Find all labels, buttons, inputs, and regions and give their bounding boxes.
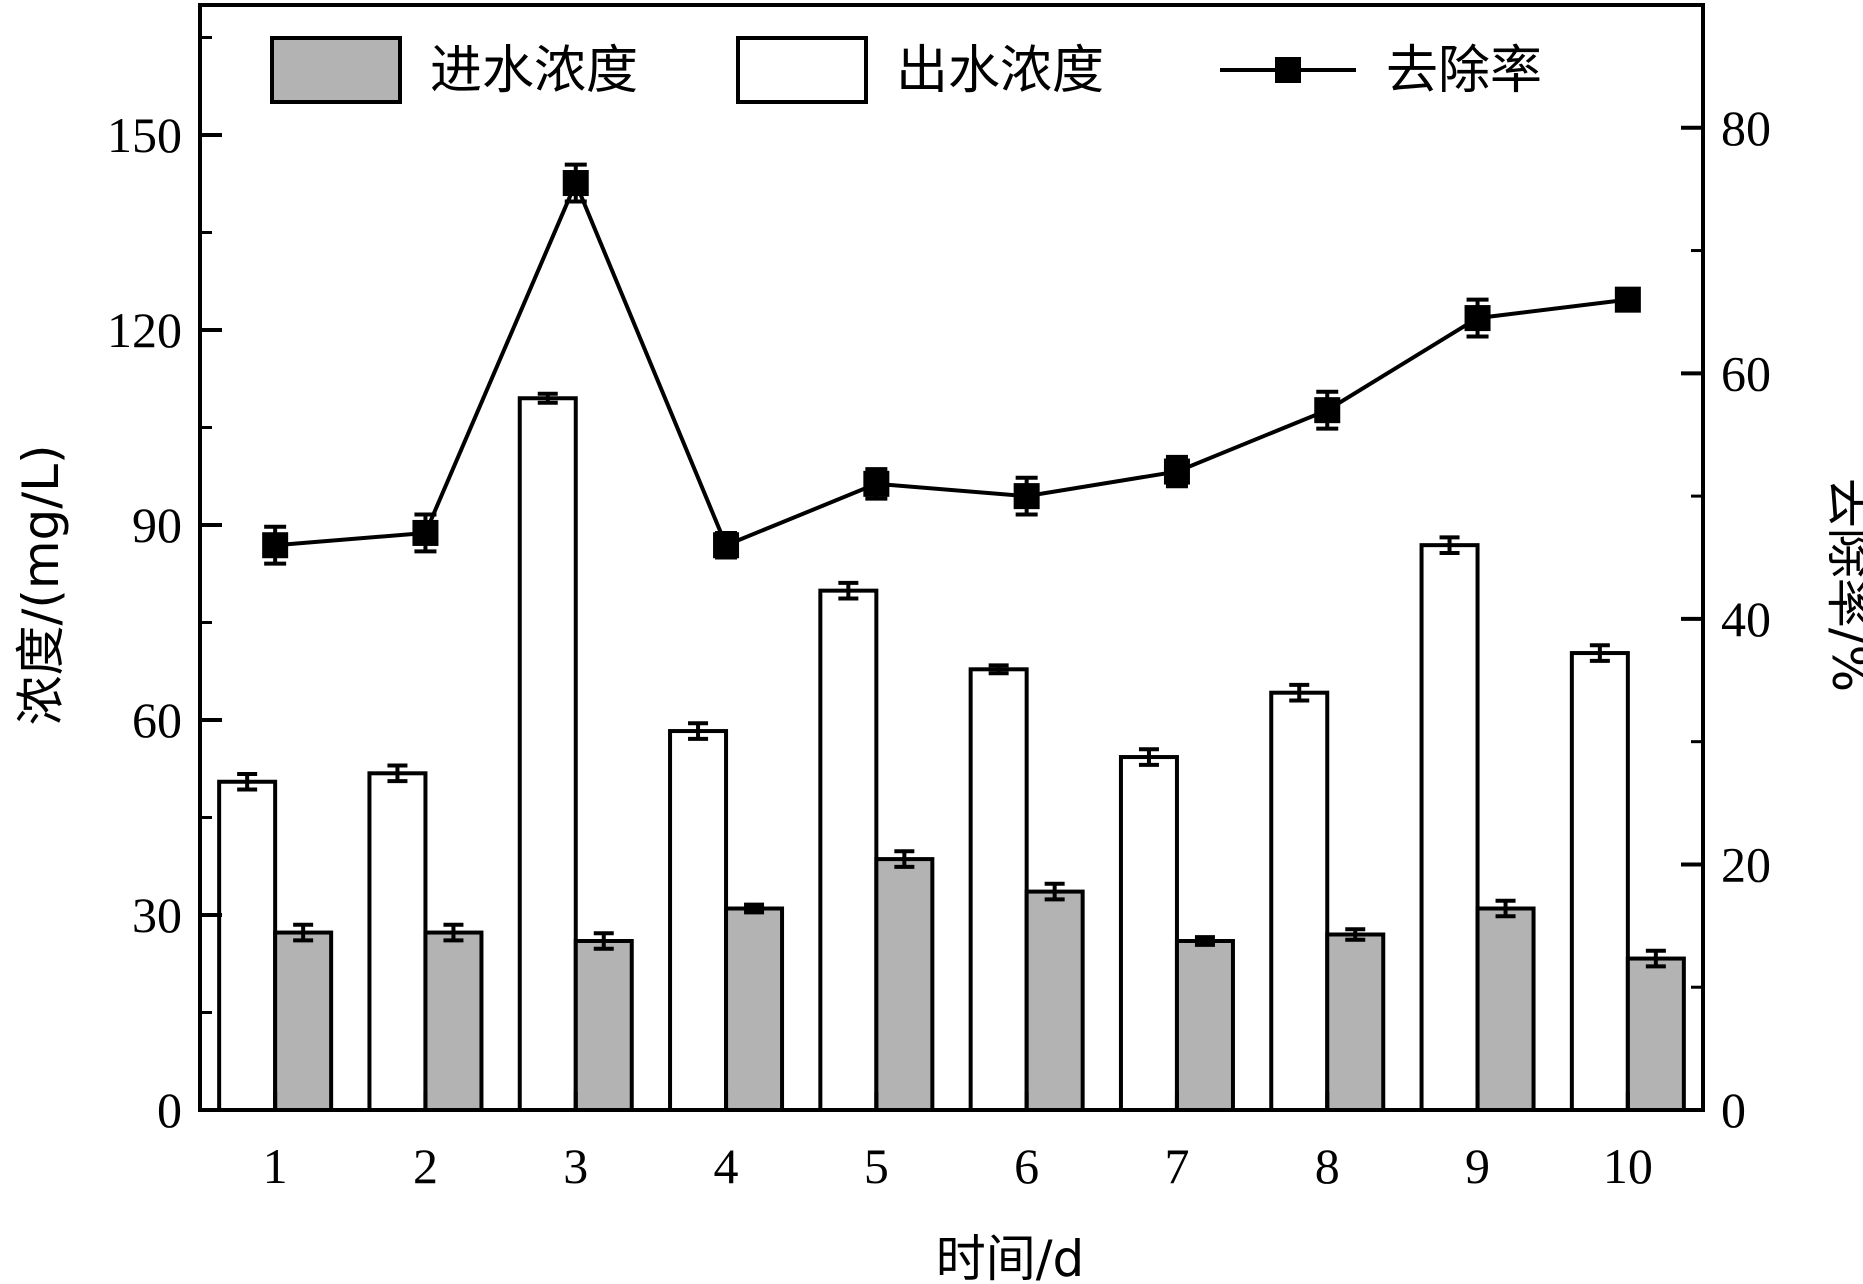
outflow-bar-1	[217, 779, 278, 1112]
removal-rate-point-2	[412, 519, 439, 546]
x-tick-label-7: 7	[1164, 1138, 1189, 1194]
outflow-error-bar-10	[1589, 643, 1610, 663]
outflow-bar-5	[818, 588, 879, 1112]
line-layer	[262, 162, 1641, 566]
outflow-bar-7	[1118, 755, 1179, 1112]
legend-label-outflow: 出水浓度	[896, 41, 1104, 101]
removal-rate-point-3	[562, 170, 589, 197]
outflow-bar-4	[668, 729, 729, 1112]
outflow-error-bar-7	[1138, 747, 1159, 767]
inflow-error-bar-3	[593, 931, 614, 951]
x-axis-title: 时间/d	[936, 1230, 1085, 1284]
legend-label-removal-rate: 去除率	[1386, 41, 1542, 101]
x-tick-label-9: 9	[1465, 1138, 1490, 1194]
outflow-bar-10	[1569, 651, 1630, 1112]
inflow-error-bar-7	[1194, 935, 1215, 947]
x-tick-label-4: 4	[714, 1138, 739, 1194]
x-tick-label-8: 8	[1315, 1138, 1340, 1194]
outflow-bar-6	[968, 667, 1029, 1112]
outflow-error-bar-1	[237, 771, 258, 792]
removal-rate-point-6	[1013, 483, 1040, 510]
inflow-bar-4	[724, 906, 785, 1112]
legend-swatch-inflow	[270, 36, 402, 104]
removal-rate-point-7	[1163, 458, 1190, 485]
y2-tick-label-80: 80	[1721, 100, 1771, 156]
y2-tick-label-20: 20	[1721, 836, 1771, 892]
removal-rate-point-8	[1314, 397, 1341, 424]
y-axis-title: 浓度/(mg/L)	[12, 444, 70, 725]
removal-rate-line	[274, 177, 1629, 548]
inflow-bar-7	[1174, 939, 1235, 1112]
removal-rate-point-5	[863, 470, 890, 497]
inflow-bar-6	[1024, 889, 1085, 1112]
x-tick-label-2: 2	[413, 1138, 438, 1194]
bars-layer	[217, 391, 1686, 1112]
y2-tick-label-0: 0	[1721, 1082, 1746, 1138]
inflow-bar-3	[573, 939, 634, 1112]
outflow-error-bar-9	[1439, 535, 1460, 555]
inflow-bar-1	[273, 930, 334, 1112]
outflow-bar-2	[367, 771, 428, 1112]
outflow-bar-8	[1269, 690, 1330, 1112]
x-tick-label-5: 5	[864, 1138, 889, 1194]
y-tick-label-0: 0	[157, 1082, 182, 1138]
inflow-error-bar-1	[293, 922, 314, 943]
outflow-bar-9	[1419, 543, 1480, 1112]
inflow-bar-2	[423, 930, 484, 1112]
inflow-error-bar-6	[1044, 881, 1065, 902]
outflow-error-bar-3	[537, 391, 558, 405]
outflow-error-bar-4	[688, 721, 709, 741]
outflow-error-bar-5	[838, 580, 859, 601]
y-tick-label-150: 150	[107, 107, 182, 163]
inflow-bar-9	[1475, 906, 1536, 1112]
removal-rate-point-4	[713, 532, 740, 559]
x-tick-label-10: 10	[1603, 1138, 1653, 1194]
outflow-error-bar-2	[387, 763, 408, 784]
ticks-layer: 0 30 60 90 120 150 0 20 40 60 80 1 2 3 4 5 6 7 8 9 10	[107, 36, 1771, 1194]
x-tick-label-6: 6	[1014, 1138, 1039, 1194]
y2-tick-label-40: 40	[1721, 591, 1771, 647]
y-tick-label-30: 30	[132, 887, 182, 943]
inflow-error-bar-4	[744, 902, 765, 915]
x-tick-label-1: 1	[263, 1138, 288, 1194]
inflow-error-bar-10	[1645, 948, 1666, 969]
inflow-error-bar-9	[1495, 898, 1516, 919]
inflow-bar-5	[874, 857, 935, 1112]
removal-rate-point-1	[262, 532, 289, 559]
y2-axis-title: 去除率/%	[1821, 478, 1863, 692]
inflow-bar-10	[1625, 956, 1686, 1112]
legend-label-inflow: 进水浓度	[430, 41, 638, 101]
y-tick-label-90: 90	[132, 497, 182, 553]
y-tick-label-60: 60	[132, 692, 182, 748]
legend-marker-removal-rate	[1275, 57, 1301, 83]
inflow-bar-8	[1325, 932, 1386, 1112]
removal-rate-point-10	[1614, 286, 1641, 313]
plot-border	[198, 3, 1705, 1112]
removal-rate-point-9	[1464, 305, 1491, 332]
y2-tick-label-60: 60	[1721, 345, 1771, 401]
legend: 进水浓度 出水浓度 去除率	[270, 36, 1542, 104]
inflow-error-bar-8	[1345, 927, 1366, 942]
x-tick-label-3: 3	[563, 1138, 588, 1194]
outflow-bar-3	[517, 396, 578, 1112]
plot-frame	[198, 3, 1705, 1112]
y-tick-label-120: 120	[107, 302, 182, 358]
outflow-error-bar-6	[988, 663, 1009, 676]
legend-swatch-outflow	[736, 36, 868, 104]
inflow-error-bar-5	[894, 849, 915, 869]
outflow-error-bar-8	[1289, 682, 1310, 703]
inflow-error-bar-2	[443, 922, 464, 943]
